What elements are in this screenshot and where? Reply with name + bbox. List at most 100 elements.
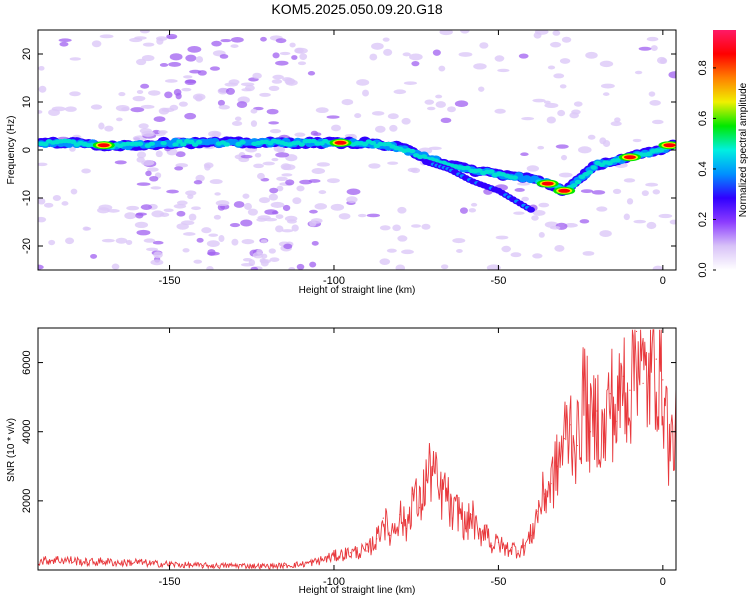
- noise-blob: [229, 223, 241, 228]
- noise-blob: [633, 219, 646, 224]
- noise-blob: [510, 252, 522, 258]
- noise-blob: [231, 121, 243, 126]
- noise-blob: [432, 49, 441, 56]
- noise-blob: [161, 107, 175, 113]
- noise-blob: [559, 58, 571, 64]
- snr-point: [53, 559, 56, 561]
- noise-blob: [479, 42, 489, 49]
- noise-blob: [549, 225, 561, 230]
- noise-blob: [555, 144, 569, 149]
- noise-blob: [368, 163, 381, 169]
- noise-blob: [544, 102, 559, 109]
- noise-blob: [520, 152, 529, 157]
- noise-blob: [175, 151, 186, 158]
- noise-blob: [374, 125, 386, 133]
- noise-blob: [299, 179, 313, 185]
- noise-blob: [269, 257, 280, 262]
- snr-point: [267, 565, 269, 567]
- noise-blob: [184, 112, 197, 120]
- noise-blob: [558, 172, 573, 178]
- noise-blob: [326, 115, 340, 119]
- snr-point: [557, 465, 559, 467]
- noise-blob: [124, 212, 137, 220]
- noise-blob: [38, 162, 48, 167]
- noise-blob: [252, 72, 262, 79]
- ridge-segment: [180, 142, 187, 147]
- noise-blob: [623, 213, 630, 221]
- noise-blob: [294, 132, 306, 137]
- noise-blob: [217, 87, 228, 95]
- y-tick-label: 10: [21, 96, 33, 108]
- ridge-segment: [160, 140, 167, 146]
- x-tick-label: -50: [490, 275, 506, 287]
- noise-blob: [397, 206, 407, 214]
- noise-blob: [382, 37, 390, 42]
- noise-blob: [183, 75, 193, 79]
- noise-blob: [276, 146, 286, 154]
- noise-blob: [203, 162, 214, 169]
- noise-blob: [578, 146, 592, 154]
- noise-blob: [282, 204, 291, 212]
- snr-point: [389, 534, 391, 537]
- noise-blob: [91, 40, 102, 48]
- noise-blob: [283, 243, 293, 250]
- noise-blob: [553, 73, 565, 79]
- noise-blob: [271, 79, 283, 84]
- snr-point: [201, 564, 204, 567]
- noise-blob: [552, 30, 561, 36]
- noise-blob: [346, 196, 358, 203]
- noise-blob: [386, 248, 397, 253]
- colorbar-scale: [713, 30, 736, 270]
- noise-blob: [187, 46, 202, 53]
- snr-point: [458, 507, 460, 509]
- noise-blob: [188, 213, 197, 221]
- noise-blob: [193, 180, 203, 185]
- noise-blob: [185, 79, 197, 84]
- noise-blob: [656, 56, 667, 64]
- snr-x-ticks: -150 -100 -50 0: [159, 328, 666, 588]
- noise-blob: [402, 52, 411, 57]
- noise-blob: [669, 219, 676, 225]
- noise-blob: [646, 36, 659, 42]
- noise-blob: [52, 195, 62, 201]
- snr-point: [418, 507, 421, 509]
- noise-blob: [260, 36, 267, 42]
- noise-blob: [84, 227, 92, 231]
- noise-blob: [501, 245, 511, 253]
- amplitude-peak: [663, 143, 676, 148]
- noise-blob: [168, 62, 182, 67]
- snr-point: [464, 527, 467, 530]
- noise-blob: [276, 176, 288, 181]
- noise-blob: [389, 124, 398, 132]
- x-tick-label: -100: [323, 275, 345, 287]
- ridge-segment: [574, 179, 582, 185]
- noise-blob: [142, 42, 155, 47]
- snr-point: [432, 465, 434, 467]
- noise-blob: [438, 65, 446, 72]
- noise-blob: [219, 54, 229, 59]
- noise-blob: [411, 60, 420, 67]
- noise-blob: [495, 235, 509, 240]
- x-tick-label: -50: [490, 576, 506, 588]
- snr-point: [405, 527, 407, 530]
- noise-blob: [130, 107, 145, 113]
- noise-blob: [648, 91, 656, 97]
- snr-point: [603, 441, 605, 443]
- noise-blob: [150, 186, 162, 190]
- noise-blob: [596, 206, 608, 212]
- snr-point: [284, 564, 286, 567]
- noise-blob: [395, 264, 406, 270]
- noise-blob: [178, 101, 188, 107]
- snr-point: [629, 389, 631, 391]
- noise-blob: [288, 266, 296, 270]
- noise-blob: [517, 182, 531, 186]
- noise-blob: [147, 167, 159, 172]
- noise-blob: [271, 157, 279, 162]
- noise-blob: [217, 99, 225, 107]
- noise-blob: [573, 101, 583, 107]
- noise-blob: [149, 175, 159, 182]
- noise-blob: [289, 42, 296, 48]
- colorbar-label: Normalized spectral amplitude: [738, 82, 749, 217]
- y-tick-label: -10: [21, 190, 33, 206]
- noise-blob: [652, 189, 661, 195]
